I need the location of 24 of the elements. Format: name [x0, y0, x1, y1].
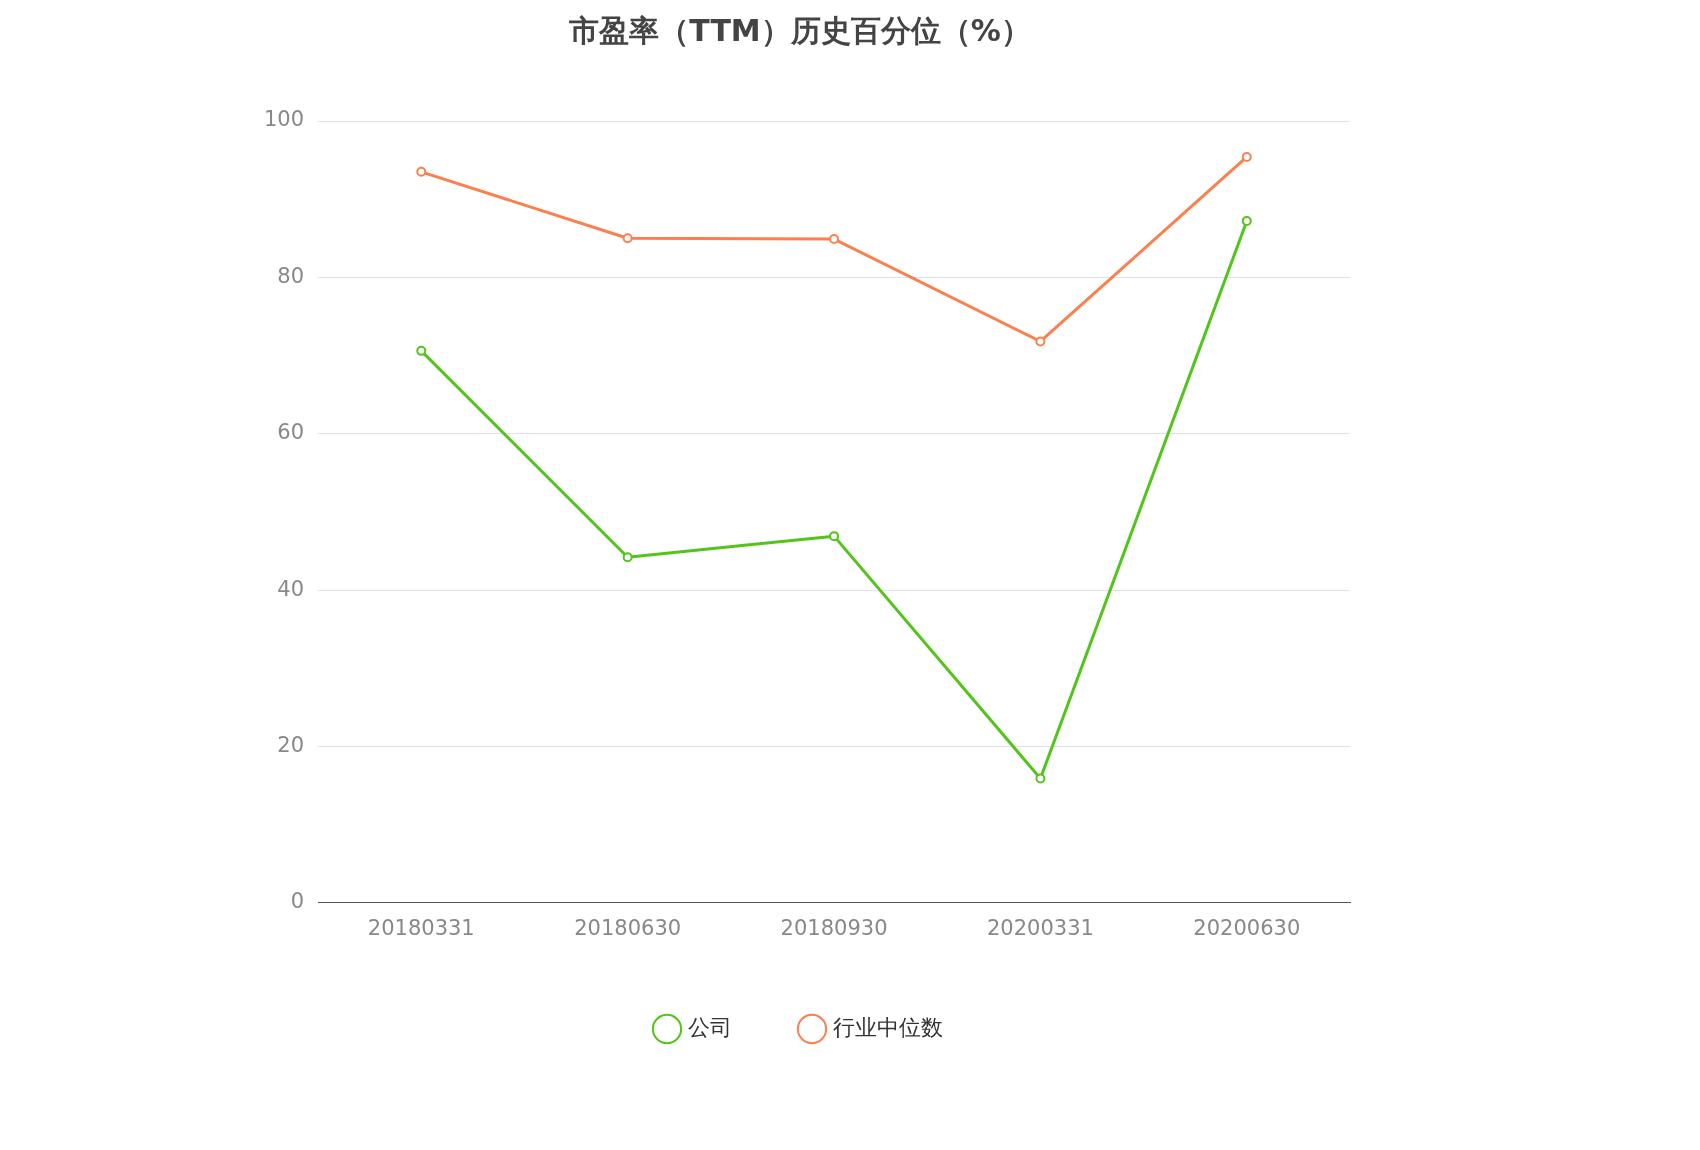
point [416, 345, 427, 356]
y-tick-label: 40 [277, 576, 305, 601]
x-tick-label: 20200331 [986, 915, 1094, 940]
y-tick-label: 80 [277, 263, 305, 288]
point [1241, 151, 1252, 162]
legend-label: 行业中位数 [833, 1014, 943, 1040]
point [829, 234, 840, 245]
y-tick-label: 100 [263, 107, 305, 132]
chart-title: 市盈率（TTM）历史百分位（%） [568, 12, 1031, 48]
y-tick-label: 20 [277, 732, 305, 757]
point [622, 552, 633, 563]
x-tick-label: 20200630 [1193, 915, 1301, 940]
point [1035, 336, 1046, 347]
x-tick-label: 20180930 [780, 915, 888, 940]
point [1035, 773, 1046, 784]
legend-label: 公司 [688, 1014, 732, 1040]
y-tick-label: 0 [290, 889, 305, 914]
point [1241, 216, 1252, 227]
x-tick-label: 20180630 [574, 915, 682, 940]
point [416, 166, 427, 177]
x-tick-label: 20180331 [367, 915, 475, 940]
point [829, 531, 840, 542]
point [622, 233, 633, 244]
y-tick-label: 60 [277, 420, 305, 445]
